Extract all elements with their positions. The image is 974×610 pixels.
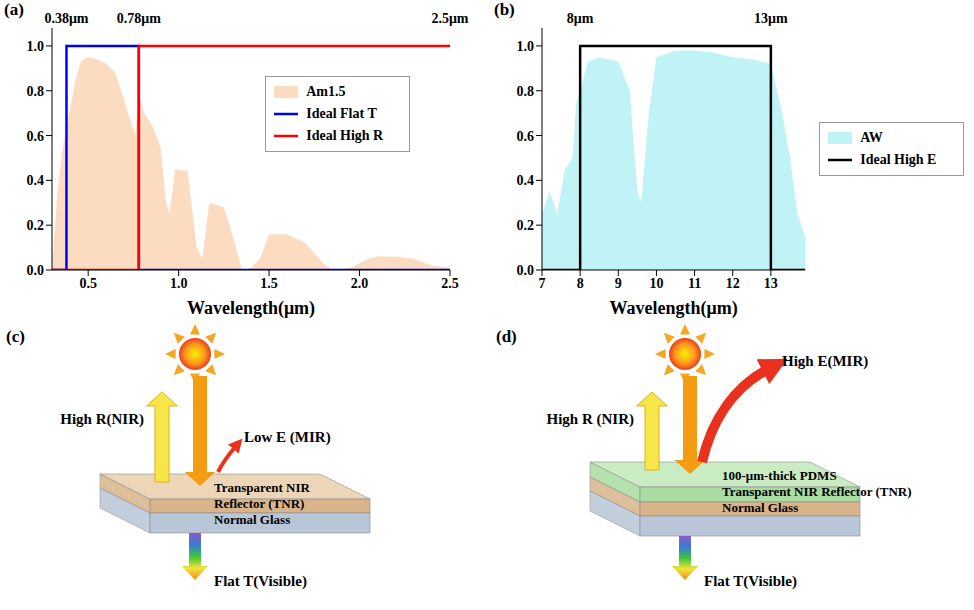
svg-text:2.5μm: 2.5μm: [431, 11, 468, 26]
svg-text:Flat T(Visible): Flat T(Visible): [704, 573, 797, 590]
svg-text:Normal Glass: Normal Glass: [214, 512, 290, 527]
svg-text:0.8: 0.8: [517, 84, 535, 99]
svg-text:High R(NIR): High R(NIR): [60, 411, 144, 428]
svg-text:(d): (d): [496, 327, 517, 346]
svg-text:8μm: 8μm: [567, 11, 594, 26]
svg-text:7: 7: [539, 276, 546, 291]
html-text:Ideal High R: Ideal High R: [306, 128, 384, 144]
svg-text:High E(MIR): High E(MIR): [782, 353, 868, 370]
svg-text:Reflector (TNR): Reflector (TNR): [214, 496, 304, 511]
svg-text:Transparent NIR: Transparent NIR: [214, 480, 311, 495]
html-text:Ideal High E: Ideal High E: [860, 152, 937, 167]
svg-text:0.78μm: 0.78μm: [117, 11, 161, 26]
svg-text:Low E (MIR): Low E (MIR): [244, 429, 331, 446]
html-text:(a): (a): [4, 0, 24, 19]
svg-text:0.6: 0.6: [517, 129, 535, 144]
svg-text:12: 12: [726, 276, 740, 291]
html-text:AW: AW: [860, 130, 883, 145]
svg-text:0.2: 0.2: [517, 218, 535, 233]
svg-text:1.0: 1.0: [170, 276, 188, 291]
svg-text:0.4: 0.4: [517, 173, 535, 188]
svg-text:0.38μm: 0.38μm: [44, 11, 88, 26]
svg-text:9: 9: [615, 276, 622, 291]
svg-text:0.2: 0.2: [27, 218, 45, 233]
svg-text:2.5: 2.5: [441, 276, 459, 291]
svg-text:Wavelength(μm): Wavelength(μm): [609, 298, 737, 318]
svg-text:Wavelength(μm): Wavelength(μm): [187, 298, 315, 318]
svg-text:1.5: 1.5: [260, 276, 278, 291]
svg-text:100-μm-thick PDMS: 100-μm-thick PDMS: [722, 468, 837, 483]
svg-text:0.0: 0.0: [517, 263, 535, 278]
svg-text:13: 13: [764, 276, 778, 291]
html-text:Am1.5: Am1.5: [306, 84, 346, 100]
svg-text:Flat T(Visible): Flat T(Visible): [214, 573, 307, 590]
svg-text:Transparent NIR Reflector (TNR: Transparent NIR Reflector (TNR): [722, 484, 912, 499]
svg-text:2.0: 2.0: [351, 276, 369, 291]
svg-text:13μm: 13μm: [754, 11, 788, 26]
svg-text:Normal Glass: Normal Glass: [722, 500, 798, 515]
html-text:Ideal Flat T: Ideal Flat T: [306, 106, 377, 122]
svg-text:High R (NIR): High R (NIR): [546, 411, 634, 428]
svg-text:1.0: 1.0: [517, 39, 535, 54]
svg-text:1.0: 1.0: [27, 39, 45, 54]
svg-text:8: 8: [577, 276, 584, 291]
svg-text:11: 11: [688, 276, 701, 291]
html-text:(b): (b): [494, 0, 515, 19]
svg-text:0.4: 0.4: [27, 173, 45, 188]
svg-text:0.0: 0.0: [27, 263, 45, 278]
svg-text:10: 10: [649, 276, 663, 291]
svg-text:0.8: 0.8: [27, 84, 45, 99]
svg-text:0.6: 0.6: [27, 129, 45, 144]
svg-text:(c): (c): [6, 327, 25, 346]
svg-text:0.5: 0.5: [79, 276, 97, 291]
